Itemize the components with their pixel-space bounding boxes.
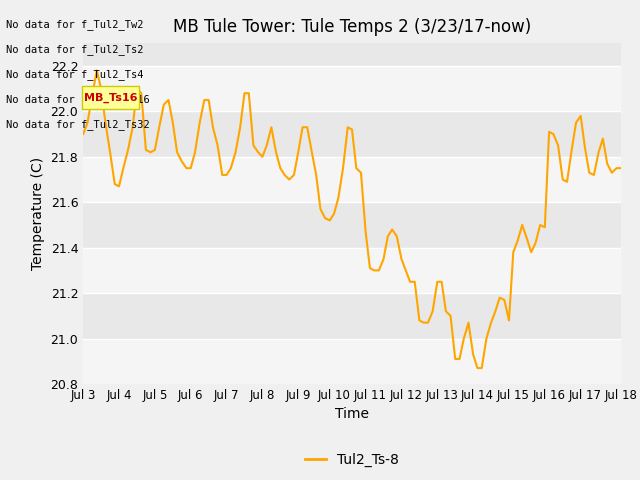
Bar [83, 66, 621, 111]
Text: MB_Ts16: MB_Ts16 [84, 93, 138, 103]
Text: No data for f_Tul2_Ts16: No data for f_Tul2_Ts16 [6, 94, 150, 105]
Bar [83, 111, 621, 157]
Text: No data for f_Tul2_Ts2: No data for f_Tul2_Ts2 [6, 44, 144, 55]
X-axis label: Time: Time [335, 408, 369, 421]
Title: MB Tule Tower: Tule Temps 2 (3/23/17-now): MB Tule Tower: Tule Temps 2 (3/23/17-now… [173, 18, 531, 36]
Bar [83, 293, 621, 338]
Text: No data for f_Tul2_Ts4: No data for f_Tul2_Ts4 [6, 69, 144, 80]
Bar [83, 157, 621, 202]
Bar [83, 202, 621, 248]
Bar [83, 338, 621, 384]
Text: No data for f_Tul2_Tw2: No data for f_Tul2_Tw2 [6, 19, 144, 30]
Legend: Tul2_Ts-8: Tul2_Ts-8 [300, 447, 404, 472]
Bar [83, 248, 621, 293]
Y-axis label: Temperature (C): Temperature (C) [31, 157, 45, 270]
Text: No data for f_Tul2_Ts32: No data for f_Tul2_Ts32 [6, 119, 150, 130]
